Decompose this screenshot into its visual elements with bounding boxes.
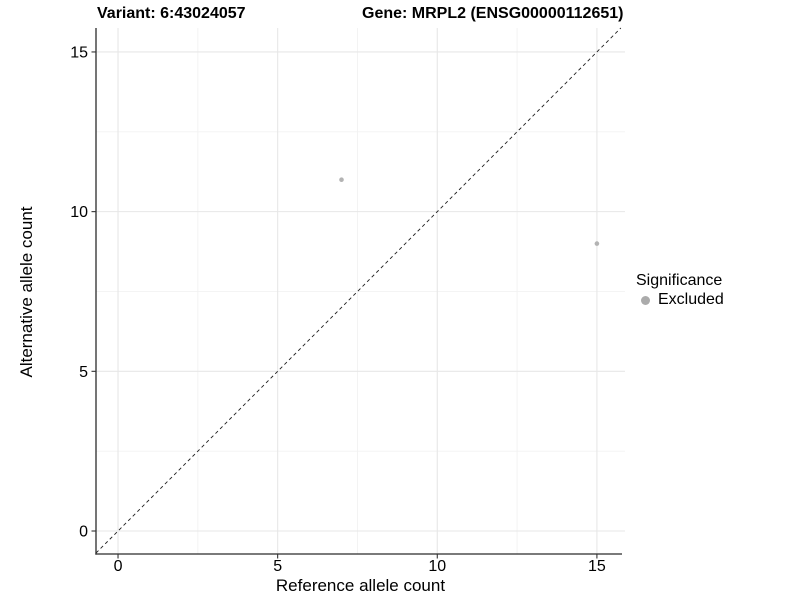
- x-tick-label: 5: [273, 558, 282, 575]
- x-axis-title: Reference allele count: [275, 576, 446, 595]
- excluded-point-icon: [641, 295, 650, 305]
- data-point: [594, 241, 600, 246]
- identity-line: [95, 27, 622, 554]
- legend-item-label: Excluded: [658, 291, 724, 308]
- legend-item-excluded: Excluded: [636, 291, 724, 309]
- legend: Significance Excluded: [636, 271, 724, 309]
- y-axis-title: Alternative allele count: [17, 206, 36, 378]
- y-tick-label: 0: [79, 524, 88, 541]
- plot-title-gene: Gene: MRPL2 (ENSG00000112651): [362, 5, 624, 22]
- x-tick-label: 10: [428, 558, 446, 575]
- y-tick-label: 15: [70, 44, 88, 61]
- data-point: [339, 177, 344, 183]
- y-tick-label: 5: [79, 364, 88, 381]
- x-tick-label: 0: [114, 558, 123, 575]
- plot-title-variant: Variant: 6:43024057: [97, 5, 246, 22]
- y-tick-label: 10: [70, 204, 88, 221]
- x-tick-label: 15: [588, 558, 606, 575]
- legend-title: Significance: [636, 272, 723, 289]
